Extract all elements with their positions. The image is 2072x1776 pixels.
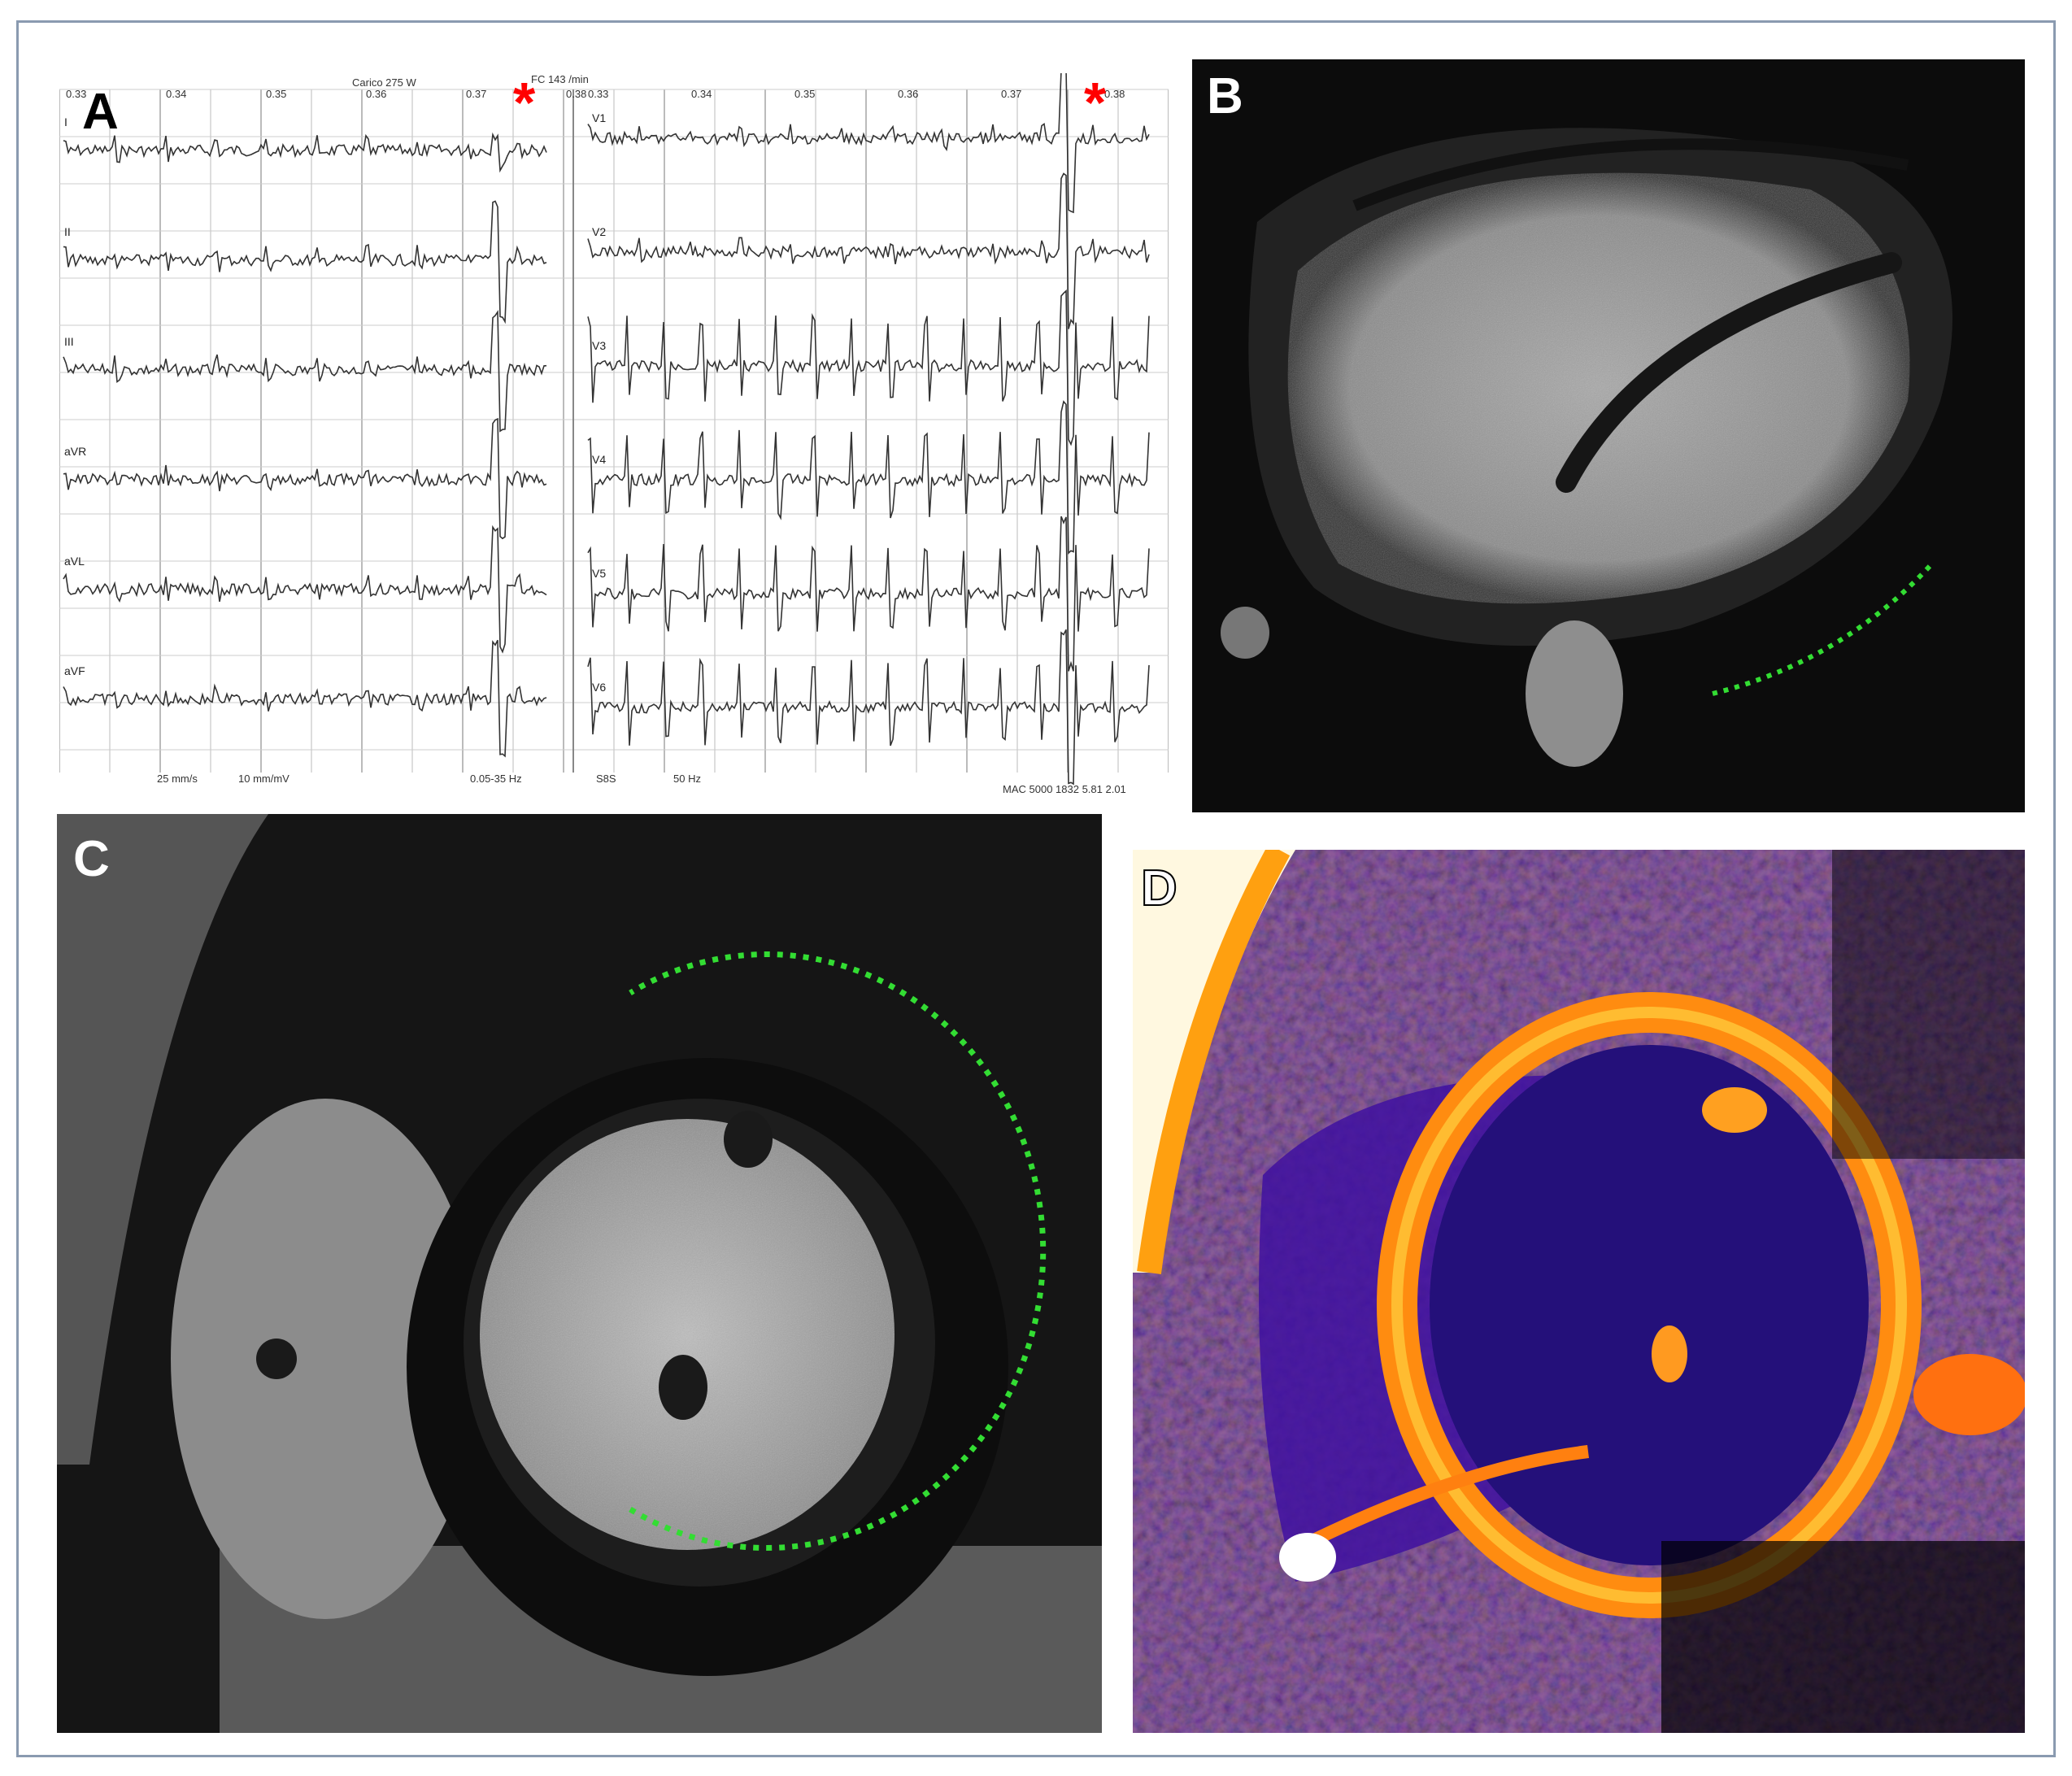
time-mark: 0.36 (898, 88, 918, 100)
ecg-lead-i (63, 132, 547, 173)
ecg-lead-v1 (587, 73, 1150, 214)
lead-label: V1 (592, 111, 606, 124)
lead-label: aVR (64, 445, 86, 458)
lead-label: V5 (592, 567, 606, 580)
ecg-lead-v2 (587, 172, 1150, 329)
lead-label: I (64, 115, 67, 128)
time-mark: 0.33 (588, 88, 608, 100)
time-mark: 0.36 (366, 88, 386, 100)
asterisk-marker-right: * (1084, 73, 1107, 134)
ecg-lead-iii (63, 310, 547, 433)
lead-label: III (64, 335, 74, 348)
panel-b-mri-four-chamber: B (1192, 59, 2025, 812)
lead-label: aVL (64, 555, 85, 568)
ecg-lead-v3 (587, 289, 1150, 446)
ecg-device: MAC 5000 1832 5.81 2.01 (1003, 783, 1126, 795)
ecg-header-hr: FC 143 /min (531, 73, 589, 85)
panel-label-b: B (1207, 68, 1243, 124)
panel-a-ecg: Carico 275 W FC 143 /min 0.33 0.34 0.35 0.3… (59, 73, 1169, 797)
ecg-notch: 50 Hz (673, 773, 701, 785)
panel-c-mri-short-axis: C (57, 814, 1102, 1733)
green-dotted-annotation-b (1712, 561, 1935, 696)
panel-label-c: C (73, 831, 110, 887)
ecg-lead-ii (63, 200, 547, 324)
time-mark: 0.38 (566, 88, 586, 100)
time-mark: 0.35 (794, 88, 815, 100)
mri-short-axis-image (57, 814, 1102, 1733)
ecg-lead-avr (63, 417, 547, 540)
ecg-filter: 0.05-35 Hz (470, 773, 522, 785)
lead-label: V6 (592, 681, 606, 694)
ecg-lead-v5 (587, 516, 1150, 672)
ecg-gain: 10 mm/mV (238, 773, 289, 785)
ecg-lead-v6 (587, 629, 1150, 786)
panel-label-d: D (1140, 860, 1178, 917)
ecg-lead-v4 (587, 400, 1150, 555)
ecg-lead-avf (63, 639, 547, 758)
lead-label: V2 (592, 225, 606, 238)
lead-label: II (64, 225, 71, 238)
time-mark: 0.38 (1104, 88, 1125, 100)
time-mark: 0.35 (266, 88, 286, 100)
green-dotted-annotation-c (629, 951, 1047, 1551)
ecg-speed: 25 mm/s (157, 773, 198, 785)
time-mark: 0.34 (691, 88, 712, 100)
lead-label: aVF (64, 664, 85, 677)
lead-label: V4 (592, 453, 606, 466)
lead-label: V3 (592, 339, 606, 352)
figure-frame (16, 20, 2056, 1757)
ecg-lead-avl (63, 525, 547, 654)
panel-d-parametric-map: D (1133, 850, 2025, 1733)
ecg-mode: S8S (596, 773, 616, 785)
time-mark: 0.34 (166, 88, 186, 100)
mri-four-chamber-image (1221, 128, 1952, 767)
ecg-header-load: Carico 275 W (352, 76, 416, 89)
parametric-map-image (1133, 850, 2025, 1733)
time-mark: 0.37 (1001, 88, 1021, 100)
asterisk-marker-left: * (513, 73, 536, 134)
ecg-trace: Carico 275 W FC 143 /min 0.33 0.34 0.35 0.3… (59, 73, 1169, 795)
panel-label-a: A (82, 84, 119, 140)
time-mark: 0.37 (466, 88, 486, 100)
time-mark: 0.33 (66, 88, 86, 100)
